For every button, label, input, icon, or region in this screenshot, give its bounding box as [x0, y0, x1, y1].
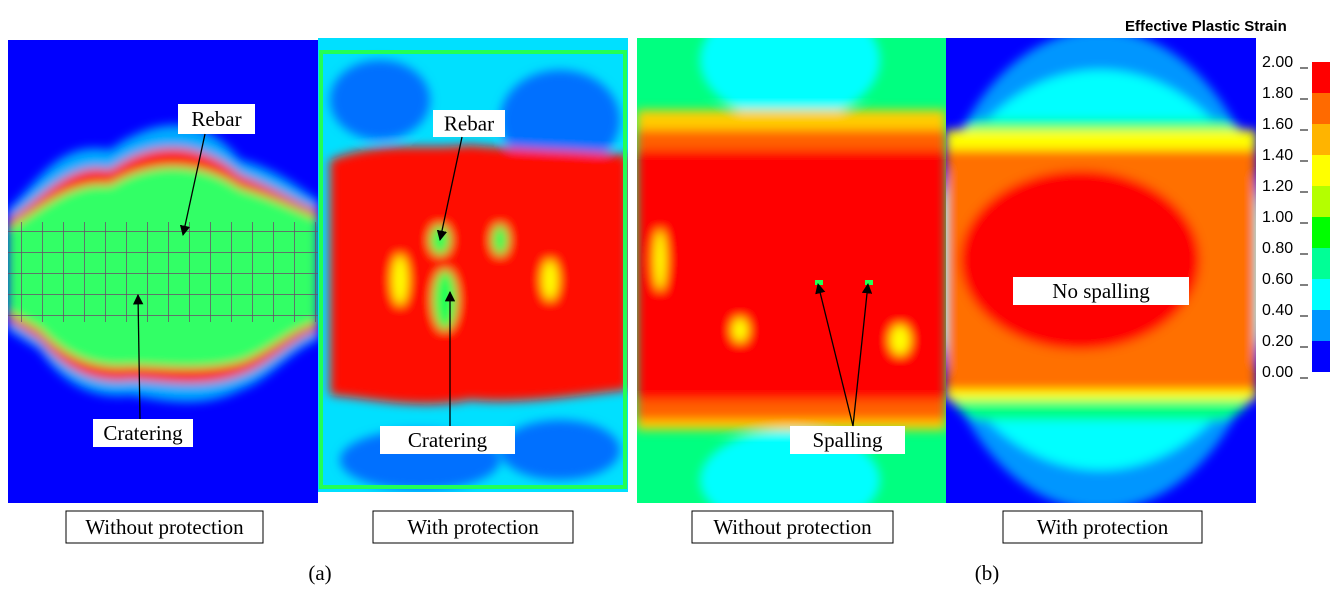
label: Spalling	[812, 428, 883, 452]
caption: With protection	[407, 515, 539, 539]
caption-box	[65, 510, 264, 544]
colorbar-segment	[1312, 248, 1330, 279]
tick-label: 0.40	[1262, 302, 1293, 319]
label-box	[790, 426, 905, 454]
label: Rebar	[191, 107, 241, 131]
colorbar-segment	[1312, 93, 1330, 124]
colorbar-segment	[1312, 186, 1330, 217]
annotations: Without protection With protection Without…	[65, 104, 1203, 585]
label-box	[178, 104, 255, 134]
tick-label: 2.00	[1262, 54, 1293, 71]
colorbar-segment	[1312, 341, 1330, 372]
caption-box	[372, 510, 574, 544]
caption: Without protection	[85, 515, 244, 539]
label-box	[93, 419, 193, 447]
colorbar-segment	[1312, 217, 1330, 248]
tick-label: 1.20	[1262, 178, 1293, 195]
legend-title: Effective Plastic Strain	[1125, 18, 1287, 35]
colorbar-segment	[1312, 155, 1330, 186]
label-box	[1013, 277, 1189, 305]
contour-a-with	[318, 38, 628, 492]
caption-box	[1002, 510, 1203, 544]
tick-label: 0.80	[1262, 240, 1293, 257]
contour-b-without	[637, 38, 946, 503]
label-box	[380, 426, 515, 454]
contour-a-without	[8, 40, 318, 503]
label: Cratering	[408, 428, 488, 452]
colorbar-segment	[1312, 310, 1330, 341]
caption: Without protection	[713, 515, 872, 539]
contour-b-with	[946, 38, 1256, 503]
tick-label: 1.00	[1262, 209, 1293, 226]
label: No spalling	[1052, 279, 1150, 303]
tick-label: 0.00	[1262, 364, 1293, 381]
caption: With protection	[1037, 515, 1169, 539]
subfigure-label: (a)	[308, 561, 331, 585]
colorbar-segment	[1312, 279, 1330, 310]
caption-box	[691, 510, 894, 544]
colorbar: 2.00 1.80 1.60 1.40 1.20 1.00 0.80 0.60 0.40 0.20…	[1262, 54, 1330, 381]
colorbar-segment	[1312, 62, 1330, 93]
label-box	[433, 110, 505, 137]
arrows	[132, 133, 873, 427]
colorbar-segment	[1312, 124, 1330, 155]
tick-label: 1.80	[1262, 85, 1293, 102]
tick-label: 1.60	[1262, 116, 1293, 133]
tick-label: 0.60	[1262, 271, 1293, 288]
tick-label: 0.20	[1262, 333, 1293, 350]
subfigure-label: (b)	[975, 561, 1000, 585]
tick-label: 1.40	[1262, 147, 1293, 164]
label: Rebar	[444, 112, 494, 136]
label: Cratering	[103, 421, 183, 445]
